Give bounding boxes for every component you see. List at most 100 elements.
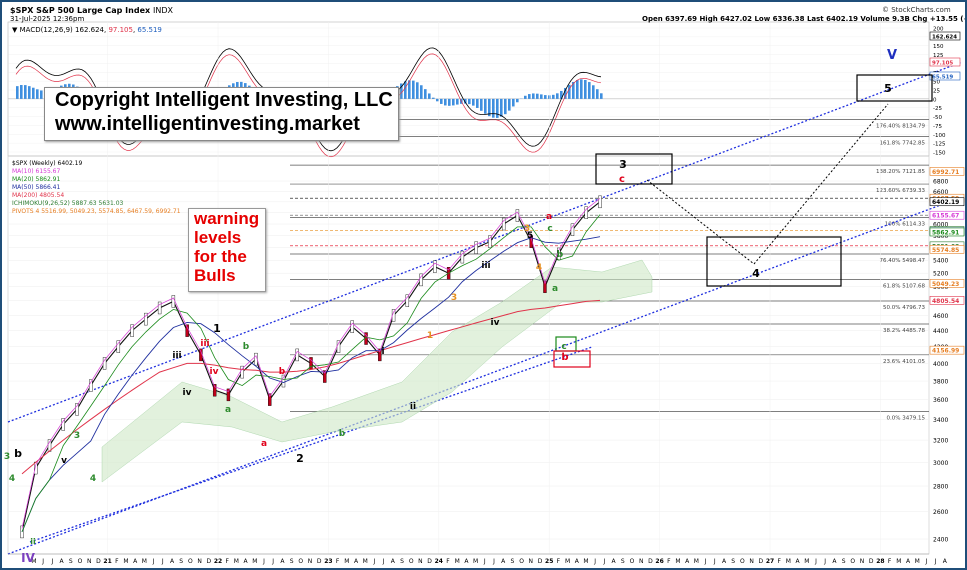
- price-tick-label: 4000: [933, 361, 948, 368]
- price-candle: [350, 320, 354, 333]
- price-tick-label: 3400: [933, 417, 948, 424]
- x-tick-label: J: [161, 558, 164, 565]
- price-candle: [212, 384, 217, 397]
- x-tick-label: F: [115, 558, 119, 565]
- wave-b-box: [553, 350, 591, 368]
- price-tag-box: [929, 345, 965, 355]
- x-tick-label: N: [87, 558, 92, 565]
- wave-label: iv: [210, 367, 219, 377]
- x-tick-label: A: [575, 558, 580, 565]
- x-tick-label: D: [317, 558, 322, 565]
- x-tick-label: O: [188, 558, 193, 565]
- x-tick-label: N: [308, 558, 313, 565]
- x-tick-label: S: [621, 558, 625, 565]
- x-tick-label: J: [262, 558, 265, 565]
- x-tick-label: F: [888, 558, 892, 565]
- x-tick-label: A: [943, 558, 948, 565]
- macd-histogram-bar: [580, 79, 583, 99]
- legend-item: MA(200) 4805.54: [12, 192, 65, 199]
- price-tick-label: 6000: [933, 222, 948, 229]
- wave-label: ii: [30, 537, 36, 546]
- macd-histogram-bar: [476, 98, 479, 108]
- macd-histogram-bar: [456, 98, 459, 105]
- macd-tick-label: -125: [933, 142, 946, 148]
- x-tick-label: D: [538, 558, 543, 565]
- price-candle: [75, 403, 79, 416]
- legend-item: PIVOTS 4 5516.99, 5049.23, 5574.85, 6467…: [12, 208, 181, 215]
- macd-histogram-bar: [484, 98, 487, 114]
- legend-item: $SPX (Weekly) 6402.19: [12, 160, 83, 167]
- macd-histogram-bar: [468, 98, 471, 105]
- price-candle: [529, 235, 533, 248]
- macd-tag-label: 65.519: [932, 75, 953, 81]
- macd-histogram-bar: [492, 98, 495, 118]
- price-tick-label: 5800: [933, 233, 948, 240]
- wave-label: a: [261, 439, 267, 449]
- macd-histogram-bar: [436, 98, 439, 102]
- x-tick-label: J: [373, 558, 376, 565]
- macd-tick-label: 125: [933, 53, 944, 59]
- x-tick-label: M: [344, 558, 349, 565]
- legend-item: MA(10) 6155.67: [12, 168, 61, 175]
- price-candle: [89, 379, 93, 392]
- macd-histogram-bar: [556, 93, 559, 99]
- macd-histogram-bar: [420, 85, 423, 99]
- price-tag-box: [929, 227, 965, 237]
- ma20-line: [21, 214, 601, 533]
- x-tick-label: S: [290, 558, 294, 565]
- x-tick-label: A: [612, 558, 617, 565]
- x-tick-label: S: [400, 558, 404, 565]
- fib-level-label: 138.20% 7121.85: [876, 169, 925, 175]
- price-candle: [584, 206, 588, 219]
- price-tick-label: 3200: [933, 438, 948, 445]
- x-tick-label: A: [685, 558, 690, 565]
- x-tick-label: J: [823, 558, 826, 565]
- projection-arrow: [753, 103, 889, 265]
- x-tick-label: J: [152, 558, 155, 565]
- wave-label: iv: [183, 388, 192, 398]
- macd-histogram-bar: [464, 98, 467, 104]
- x-tick-label: M: [363, 558, 368, 565]
- ma50-line: [21, 236, 601, 533]
- macd-tick-label: -50: [933, 115, 942, 121]
- fib-level-label: 50.0% 4796.73: [883, 305, 925, 311]
- x-tick-label: S: [731, 558, 735, 565]
- wave-label: iv: [491, 318, 500, 328]
- wave-label: 3: [524, 224, 530, 234]
- warning-line: levels: [194, 228, 242, 247]
- x-tick-label: M: [583, 558, 588, 565]
- price-tick-label: 5000: [933, 284, 948, 291]
- price-candle: [323, 370, 327, 383]
- wave-label: 3: [451, 293, 457, 303]
- x-tick-label: M: [896, 558, 901, 565]
- x-tick-label: M: [252, 558, 257, 565]
- wave-label: b: [243, 342, 250, 352]
- trend-channel-line: [29, 346, 593, 543]
- x-tick-label: M: [675, 558, 680, 565]
- x-tick-label: M: [565, 558, 570, 565]
- price-candle: [61, 418, 65, 431]
- wave-label: b: [14, 447, 22, 460]
- x-tick-label: M: [31, 558, 36, 565]
- x-tick-label: D: [648, 558, 653, 565]
- price-tag-label: 4805.54: [932, 298, 959, 305]
- macd-tick-label: 50: [933, 80, 940, 86]
- x-tick-label: S: [510, 558, 514, 565]
- website-line: www.intelligentinvesting.market: [55, 113, 360, 135]
- x-tick-label: J: [41, 558, 44, 565]
- x-tick-label: M: [786, 558, 791, 565]
- fib-level-label: 123.60% 6739.33: [876, 188, 925, 194]
- macd-histogram-bar: [400, 83, 403, 99]
- price-tag-label: 5574.85: [932, 247, 959, 254]
- fib-level-label: 76.40% 5498.47: [880, 258, 926, 264]
- price-tag-box: [929, 279, 965, 288]
- x-tick-label: 27: [766, 558, 774, 565]
- macd-histogram-bar: [576, 80, 579, 99]
- macd-tick-label: -25: [933, 106, 942, 112]
- macd-histogram-bar: [500, 98, 503, 117]
- macd-histogram-bar: [480, 98, 483, 111]
- macd-histogram-bar: [16, 86, 19, 99]
- macd-histogram-bar: [584, 79, 587, 99]
- legend-item: MA(20) 5862.91: [12, 176, 61, 183]
